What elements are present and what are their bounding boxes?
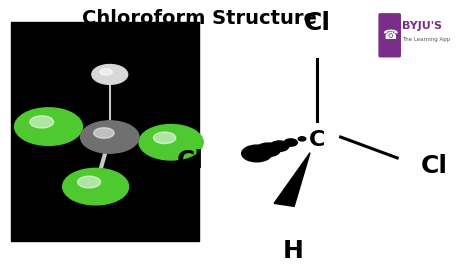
Circle shape <box>256 143 280 157</box>
Polygon shape <box>274 153 310 206</box>
Text: Chloroform Structure: Chloroform Structure <box>82 9 317 28</box>
Ellipse shape <box>81 121 139 153</box>
Ellipse shape <box>30 116 54 128</box>
Text: Cl: Cl <box>177 148 204 172</box>
Text: Cl: Cl <box>421 154 448 178</box>
Ellipse shape <box>15 108 82 145</box>
Ellipse shape <box>15 108 82 145</box>
Ellipse shape <box>139 125 203 160</box>
Text: The Learning App: The Learning App <box>402 37 450 42</box>
Ellipse shape <box>94 128 114 138</box>
Circle shape <box>284 139 297 146</box>
Ellipse shape <box>63 168 128 205</box>
Circle shape <box>270 141 289 151</box>
Ellipse shape <box>63 168 128 205</box>
Ellipse shape <box>92 65 128 84</box>
Circle shape <box>298 137 306 141</box>
FancyBboxPatch shape <box>378 13 401 58</box>
Ellipse shape <box>154 132 176 144</box>
Ellipse shape <box>92 65 128 84</box>
Text: C: C <box>309 130 325 150</box>
Ellipse shape <box>77 176 100 188</box>
Text: BYJU'S: BYJU'S <box>402 21 442 31</box>
Text: Cl: Cl <box>304 11 330 35</box>
Ellipse shape <box>139 125 203 160</box>
Text: ☎: ☎ <box>382 29 398 42</box>
Ellipse shape <box>81 121 139 153</box>
Bar <box>11 22 199 241</box>
Text: H: H <box>283 239 304 263</box>
Ellipse shape <box>100 69 112 75</box>
Circle shape <box>242 145 272 162</box>
